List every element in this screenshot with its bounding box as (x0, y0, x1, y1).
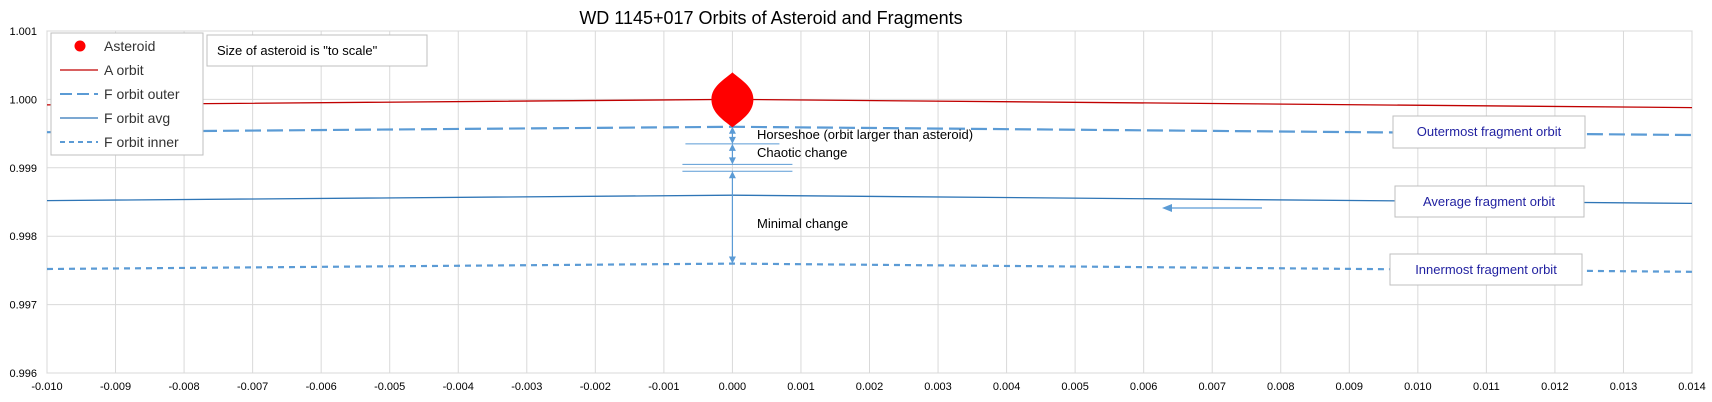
x-tick-label: -0.001 (648, 381, 679, 393)
x-tick-label: -0.010 (31, 381, 62, 393)
callout-pointer (1162, 204, 1262, 212)
callout-average: Average fragment orbit (1394, 185, 1585, 218)
chaotic-arrow-head-top (728, 143, 736, 151)
x-tick-label: -0.002 (580, 381, 611, 393)
minimal-arrow-head-bottom (728, 256, 736, 264)
x-tick-label: 0.008 (1267, 381, 1295, 393)
x-tick-label: 0.004 (993, 381, 1021, 393)
callout-innermost: Innermost fragment orbit (1389, 253, 1583, 286)
x-tick-label: 0.005 (1061, 381, 1089, 393)
scale-note-text: Size of asteroid is "to scale" (217, 43, 378, 58)
minimal-label: Minimal change (757, 216, 848, 231)
y-tick-label: 0.999 (9, 163, 37, 175)
y-tick-label: 1.001 (9, 26, 37, 38)
x-tick-label: 0.010 (1404, 381, 1432, 393)
x-tick-label: 0.009 (1336, 381, 1364, 393)
x-tick-label: 0.001 (787, 381, 815, 393)
y-tick-label: 0.997 (9, 300, 37, 312)
callout-average-box (1394, 185, 1585, 218)
chart-title: WD 1145+017 Orbits of Asteroid and Fragm… (579, 8, 962, 28)
distance-arrows (682, 126, 793, 264)
callout-outermost-box (1392, 115, 1586, 149)
callout-outermost-text: Outermost fragment orbit (1417, 124, 1562, 139)
callout-average-text: Average fragment orbit (1423, 194, 1555, 209)
x-tick-label: -0.004 (443, 381, 474, 393)
y-tick-labels: 0.996 0.997 0.998 0.999 1.000 1.001 (9, 26, 37, 380)
legend: Asteroid A orbit F orbit outer F orbit a… (50, 32, 204, 156)
x-tick-labels: -0.010 -0.009 -0.008 -0.007 -0.006 -0.005 -0.0… (31, 381, 1705, 393)
x-tick-label: -0.009 (100, 381, 131, 393)
scale-note-box (206, 34, 428, 67)
horseshoe-arrow-head-top (728, 126, 736, 134)
legend-f-outer-label: F orbit outer (104, 86, 180, 102)
legend-box (50, 32, 204, 156)
legend-f-avg-label: F orbit avg (104, 110, 170, 126)
x-tick-label: -0.003 (511, 381, 542, 393)
legend-f-inner-label: F orbit inner (104, 134, 179, 150)
x-tick-label: 0.000 (719, 381, 747, 393)
x-tick-label: -0.005 (374, 381, 405, 393)
x-tick-label: 0.013 (1610, 381, 1638, 393)
series-f-orbit-inner (46, 262, 1693, 273)
x-tick-label: -0.007 (237, 381, 268, 393)
x-tick-label: 0.014 (1678, 381, 1706, 393)
x-tick-label: 0.006 (1130, 381, 1158, 393)
asteroid-shape (711, 72, 754, 128)
callout-innermost-text: Innermost fragment orbit (1415, 262, 1557, 277)
horseshoe-arrow-head-bottom (728, 136, 736, 144)
y-tick-label: 0.996 (9, 368, 37, 380)
chaotic-label: Chaotic change (757, 145, 847, 160)
x-tick-label: -0.006 (306, 381, 337, 393)
minimal-arrow-head-top (728, 171, 736, 179)
x-tick-label: 0.011 (1473, 381, 1500, 393)
callout-innermost-box (1389, 253, 1583, 286)
y-tick-label: 1.000 (9, 94, 37, 106)
horseshoe-label: Horseshoe (orbit larger than asteroid) (757, 127, 973, 142)
callout-outermost: Outermost fragment orbit (1392, 115, 1586, 149)
pointer-arrowhead (1162, 204, 1172, 212)
x-tick-label: 0.002 (856, 381, 884, 393)
scale-note: Size of asteroid is "to scale" (206, 34, 428, 67)
y-tick-label: 0.998 (9, 231, 37, 243)
asteroid-marker (711, 72, 754, 128)
x-tick-label: 0.003 (924, 381, 952, 393)
legend-asteroid-label: Asteroid (104, 38, 155, 54)
x-tick-label: -0.008 (168, 381, 199, 393)
x-tick-label: 0.012 (1541, 381, 1569, 393)
legend-asteroid-marker (74, 40, 86, 52)
x-tick-label: 0.007 (1198, 381, 1226, 393)
chaotic-arrow-head-bottom (728, 157, 736, 165)
legend-a-orbit-label: A orbit (104, 62, 144, 78)
